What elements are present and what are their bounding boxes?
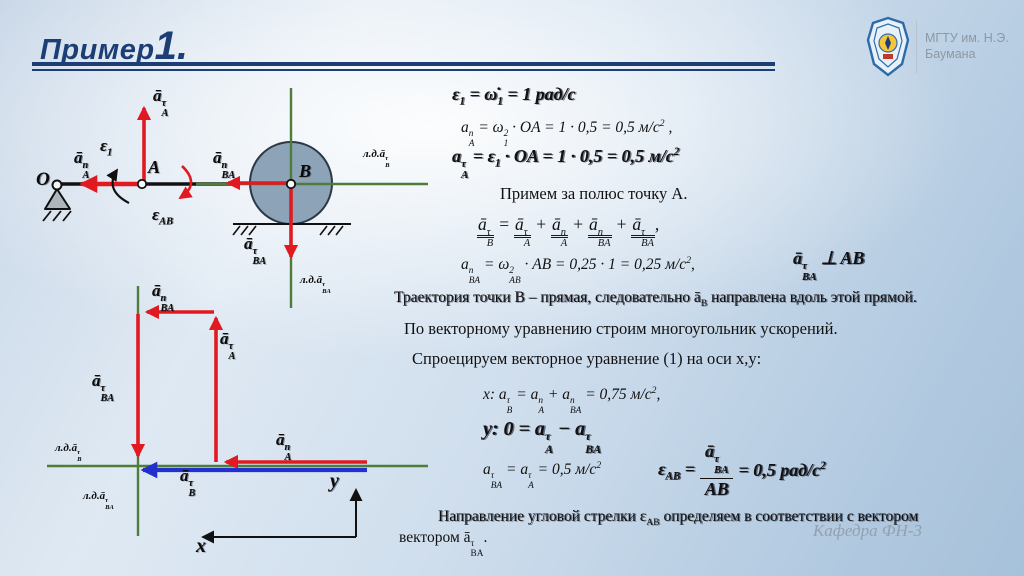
text-pole: Примем за полюс точку A.	[500, 184, 688, 203]
eq-op-equals: =	[498, 214, 510, 234]
text-polygon: По векторному уравнению строим многоугол…	[404, 319, 838, 338]
label-epsilon1: ε1	[100, 136, 113, 159]
fraction-numerator: ā τ BA	[700, 441, 734, 479]
text-direction-line1: Направление угловой стрелки εAB определя…	[438, 508, 919, 529]
title-rule-thin	[32, 69, 775, 71]
text-projection: Спроецируем векторное уравнение (1) на о…	[412, 349, 762, 368]
text-direction-line2: вектором ā τ BA.	[399, 529, 488, 559]
label-aBAtau-polygon: ā τ BA	[92, 371, 115, 405]
label-epsilonAB: εAB	[152, 205, 174, 228]
formula-epsilonAB-lhs: εAB =	[658, 458, 696, 483]
footer-department: Кафедра ФН-3	[813, 521, 922, 540]
fraction-denominator: AB	[704, 478, 729, 499]
text-trajectory: Траектория точки B – прямая, следователь…	[394, 289, 917, 310]
label-point-A: A	[148, 157, 161, 177]
label-axis-y: y	[330, 470, 339, 492]
formula-epsilonAB: εAB = ā τ BA AB = 0,5 рад/с2	[658, 441, 826, 499]
formula-epsilonAB-fraction: ā τ BA AB	[700, 441, 734, 499]
pin-support-O	[42, 179, 72, 222]
page-title: Пример1.	[40, 24, 188, 69]
label-point-O: O	[36, 169, 50, 190]
label-loa-aB-top: л.д.ā τ B	[363, 148, 390, 169]
university-name: МГТУ им. Н.Э. Баумана	[925, 31, 1009, 62]
page-title-word: Пример	[40, 34, 155, 66]
label-aBAn-top: ā n BA	[213, 148, 236, 182]
page-title-number: 1.	[154, 24, 188, 68]
university-crest-icon	[866, 16, 910, 78]
eq-op-plus2: +	[572, 214, 584, 234]
label-loa-aBA-top: л.д.ā τ BA	[300, 274, 331, 295]
logo-divider	[916, 21, 917, 73]
label-loa-aB-polygon: л.д.ā τ B	[55, 442, 82, 463]
label-axis-x: x	[196, 535, 206, 557]
label-loa-aBA-polygon: л.д.ā τ BA	[83, 490, 114, 511]
formula-epsilonAB-rhs: = 0,5 рад/с2	[738, 460, 826, 481]
formula-perpendicular: ā τ BA ⊥ AB	[793, 248, 865, 284]
formula-aBAn: a n BA = ω 2 AB · AB = 0,25 · 1 = 0,25 м/с2,	[461, 255, 695, 287]
joint-A	[136, 178, 148, 190]
title-rule-thick	[32, 62, 775, 66]
arc-epsilon1	[106, 168, 130, 204]
joint-B	[285, 178, 297, 190]
formula-epsilon1: ε1 = ω̇1 = 1 рад/с	[452, 84, 576, 108]
university-name-line1: МГТУ им. Н.Э.	[925, 31, 1009, 46]
eq-op-plus1: +	[535, 214, 547, 234]
eq-comma: ,	[654, 214, 660, 234]
eq-term-aBAtau: ā τ BA	[631, 214, 655, 249]
label-aBAtau-top: ā τ BA	[244, 234, 267, 268]
eq-op-plus3: +	[615, 214, 628, 234]
eq-term-aBAn: ā n BA	[587, 214, 612, 249]
arc-epsilonAB	[178, 165, 193, 200]
university-name-line2: Баумана	[925, 47, 976, 61]
label-point-B: B	[299, 161, 312, 181]
university-logo: МГТУ им. Н.Э. Баумана	[866, 10, 1016, 84]
label-aBAn-polygon: ā n BA	[152, 281, 175, 315]
vector-equation: ā τ B = ā τ A + ā n A + ā n BA + ā τ BA,	[477, 214, 659, 249]
